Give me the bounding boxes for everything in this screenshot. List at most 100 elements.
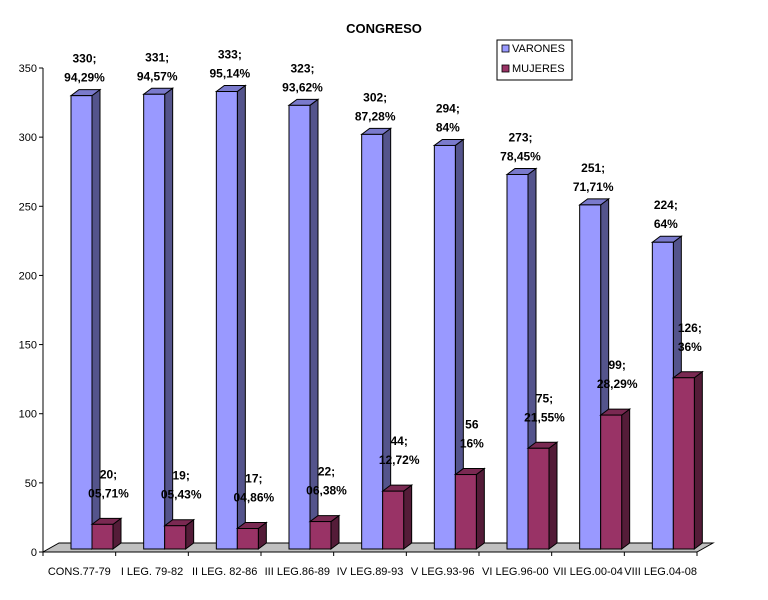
bar-mujeres bbox=[671, 370, 704, 550]
data-label: 64% bbox=[654, 217, 678, 231]
legend-label-varones: VARONES bbox=[512, 43, 565, 55]
bar-side bbox=[475, 467, 485, 550]
bar-front bbox=[143, 93, 166, 550]
bar-mujeres bbox=[163, 518, 196, 550]
y-tick-label: 350 bbox=[19, 63, 37, 75]
bar-mujeres bbox=[599, 408, 632, 550]
bar-side bbox=[403, 484, 413, 550]
bar-front bbox=[672, 377, 695, 550]
bar-front bbox=[236, 527, 259, 550]
data-label: 302; bbox=[363, 90, 387, 104]
data-label: 224; bbox=[654, 198, 678, 212]
bar-front bbox=[91, 523, 114, 550]
data-label: 84% bbox=[436, 120, 460, 134]
x-tick-label: V LEG.93-96 bbox=[411, 566, 475, 578]
data-label: 20; bbox=[100, 467, 117, 481]
bar-varones bbox=[142, 87, 175, 550]
data-label: 19; bbox=[172, 469, 189, 483]
data-label: 331; bbox=[145, 50, 169, 64]
data-label: 17; bbox=[245, 471, 262, 485]
bar-front bbox=[215, 91, 238, 550]
bar-mujeres bbox=[381, 484, 414, 550]
y-tick-label: 50 bbox=[25, 478, 37, 490]
data-label: 95,14% bbox=[209, 67, 250, 81]
bar-mujeres bbox=[235, 521, 268, 550]
data-label: 75; bbox=[536, 391, 553, 405]
data-label: 323; bbox=[290, 61, 314, 75]
y-tick-label: 0 bbox=[31, 547, 37, 559]
data-label: 56 bbox=[465, 418, 479, 432]
bar-front bbox=[288, 104, 311, 550]
data-label: 93,62% bbox=[282, 80, 323, 94]
data-label: 06,38% bbox=[306, 484, 347, 498]
data-label: 44; bbox=[390, 434, 407, 448]
data-label: 22; bbox=[318, 465, 335, 479]
bar-side bbox=[621, 408, 631, 550]
x-tick-label: CONS.77-79 bbox=[48, 566, 111, 578]
bar-mujeres bbox=[453, 467, 486, 550]
data-label: 28,29% bbox=[597, 377, 638, 391]
data-label: 94,57% bbox=[137, 69, 178, 83]
data-label: 294; bbox=[436, 101, 460, 115]
data-label: 05,71% bbox=[88, 486, 129, 500]
bar-front bbox=[361, 133, 384, 550]
legend: VARONES MUJERES bbox=[496, 39, 573, 81]
data-label: 04,86% bbox=[233, 490, 274, 504]
bar-mujeres bbox=[90, 517, 123, 550]
x-tick-label: VI LEG.96-00 bbox=[482, 566, 549, 578]
bar-side bbox=[548, 441, 558, 550]
bar-varones bbox=[214, 84, 247, 550]
plot-area: 0 50 100 150 200 250 300 350 CONS.77-79 I LEG. 79… bbox=[19, 48, 715, 578]
bar-front bbox=[433, 144, 456, 550]
bar-side bbox=[164, 87, 174, 550]
data-label: 36% bbox=[678, 340, 702, 354]
bar-side bbox=[91, 88, 101, 550]
bar-front bbox=[70, 95, 93, 550]
data-label: 126; bbox=[678, 321, 702, 335]
data-label: 251; bbox=[581, 161, 605, 175]
bar-varones bbox=[287, 98, 320, 550]
y-tick-label: 250 bbox=[19, 201, 37, 213]
data-label: 12,72% bbox=[379, 453, 420, 467]
bar-side bbox=[309, 98, 319, 550]
bar-mujeres bbox=[526, 441, 559, 550]
x-tick-label: VIII LEG.04-08 bbox=[624, 566, 697, 578]
legend-label-mujeres: MUJERES bbox=[512, 63, 565, 75]
y-tick-label: 300 bbox=[19, 132, 37, 144]
x-tick-label: I LEG. 79-82 bbox=[121, 566, 183, 578]
legend-swatch-mujeres bbox=[501, 64, 510, 73]
bar-front bbox=[164, 525, 187, 550]
bar-mujeres bbox=[308, 514, 341, 550]
chart-title: CONGRESO bbox=[346, 21, 422, 36]
x-tick-label: VII LEG.00-04 bbox=[553, 566, 623, 578]
data-label: 99; bbox=[608, 358, 625, 372]
data-label: 05,43% bbox=[161, 488, 202, 502]
bar-front bbox=[309, 521, 332, 550]
data-label: 333; bbox=[218, 48, 242, 62]
data-label: 87,28% bbox=[355, 109, 396, 123]
bar-front bbox=[454, 474, 477, 550]
bar-side bbox=[236, 84, 246, 550]
bar-side bbox=[693, 370, 703, 550]
bar-varones bbox=[69, 88, 102, 550]
y-tick-label: 100 bbox=[19, 409, 37, 421]
bar-varones bbox=[432, 138, 465, 550]
data-label: 21,55% bbox=[524, 410, 565, 424]
legend-box bbox=[496, 39, 573, 81]
bar-varones bbox=[360, 127, 393, 550]
y-tick-label: 150 bbox=[19, 340, 37, 352]
x-tick-label: III LEG.86-89 bbox=[265, 566, 330, 578]
data-label: 78,45% bbox=[500, 149, 541, 163]
bar-front bbox=[527, 447, 550, 550]
data-label: 71,71% bbox=[573, 180, 614, 194]
x-tick-label: IV LEG.89-93 bbox=[337, 566, 404, 578]
bar-front bbox=[579, 204, 602, 550]
bar-front bbox=[506, 173, 529, 550]
y-tick-label: 200 bbox=[19, 270, 37, 282]
data-label: 330; bbox=[72, 52, 96, 66]
data-label: 16% bbox=[460, 437, 484, 451]
data-label: 273; bbox=[508, 130, 532, 144]
x-tick-label: II LEG. 82-86 bbox=[192, 566, 257, 578]
data-label: 94,29% bbox=[64, 71, 105, 85]
